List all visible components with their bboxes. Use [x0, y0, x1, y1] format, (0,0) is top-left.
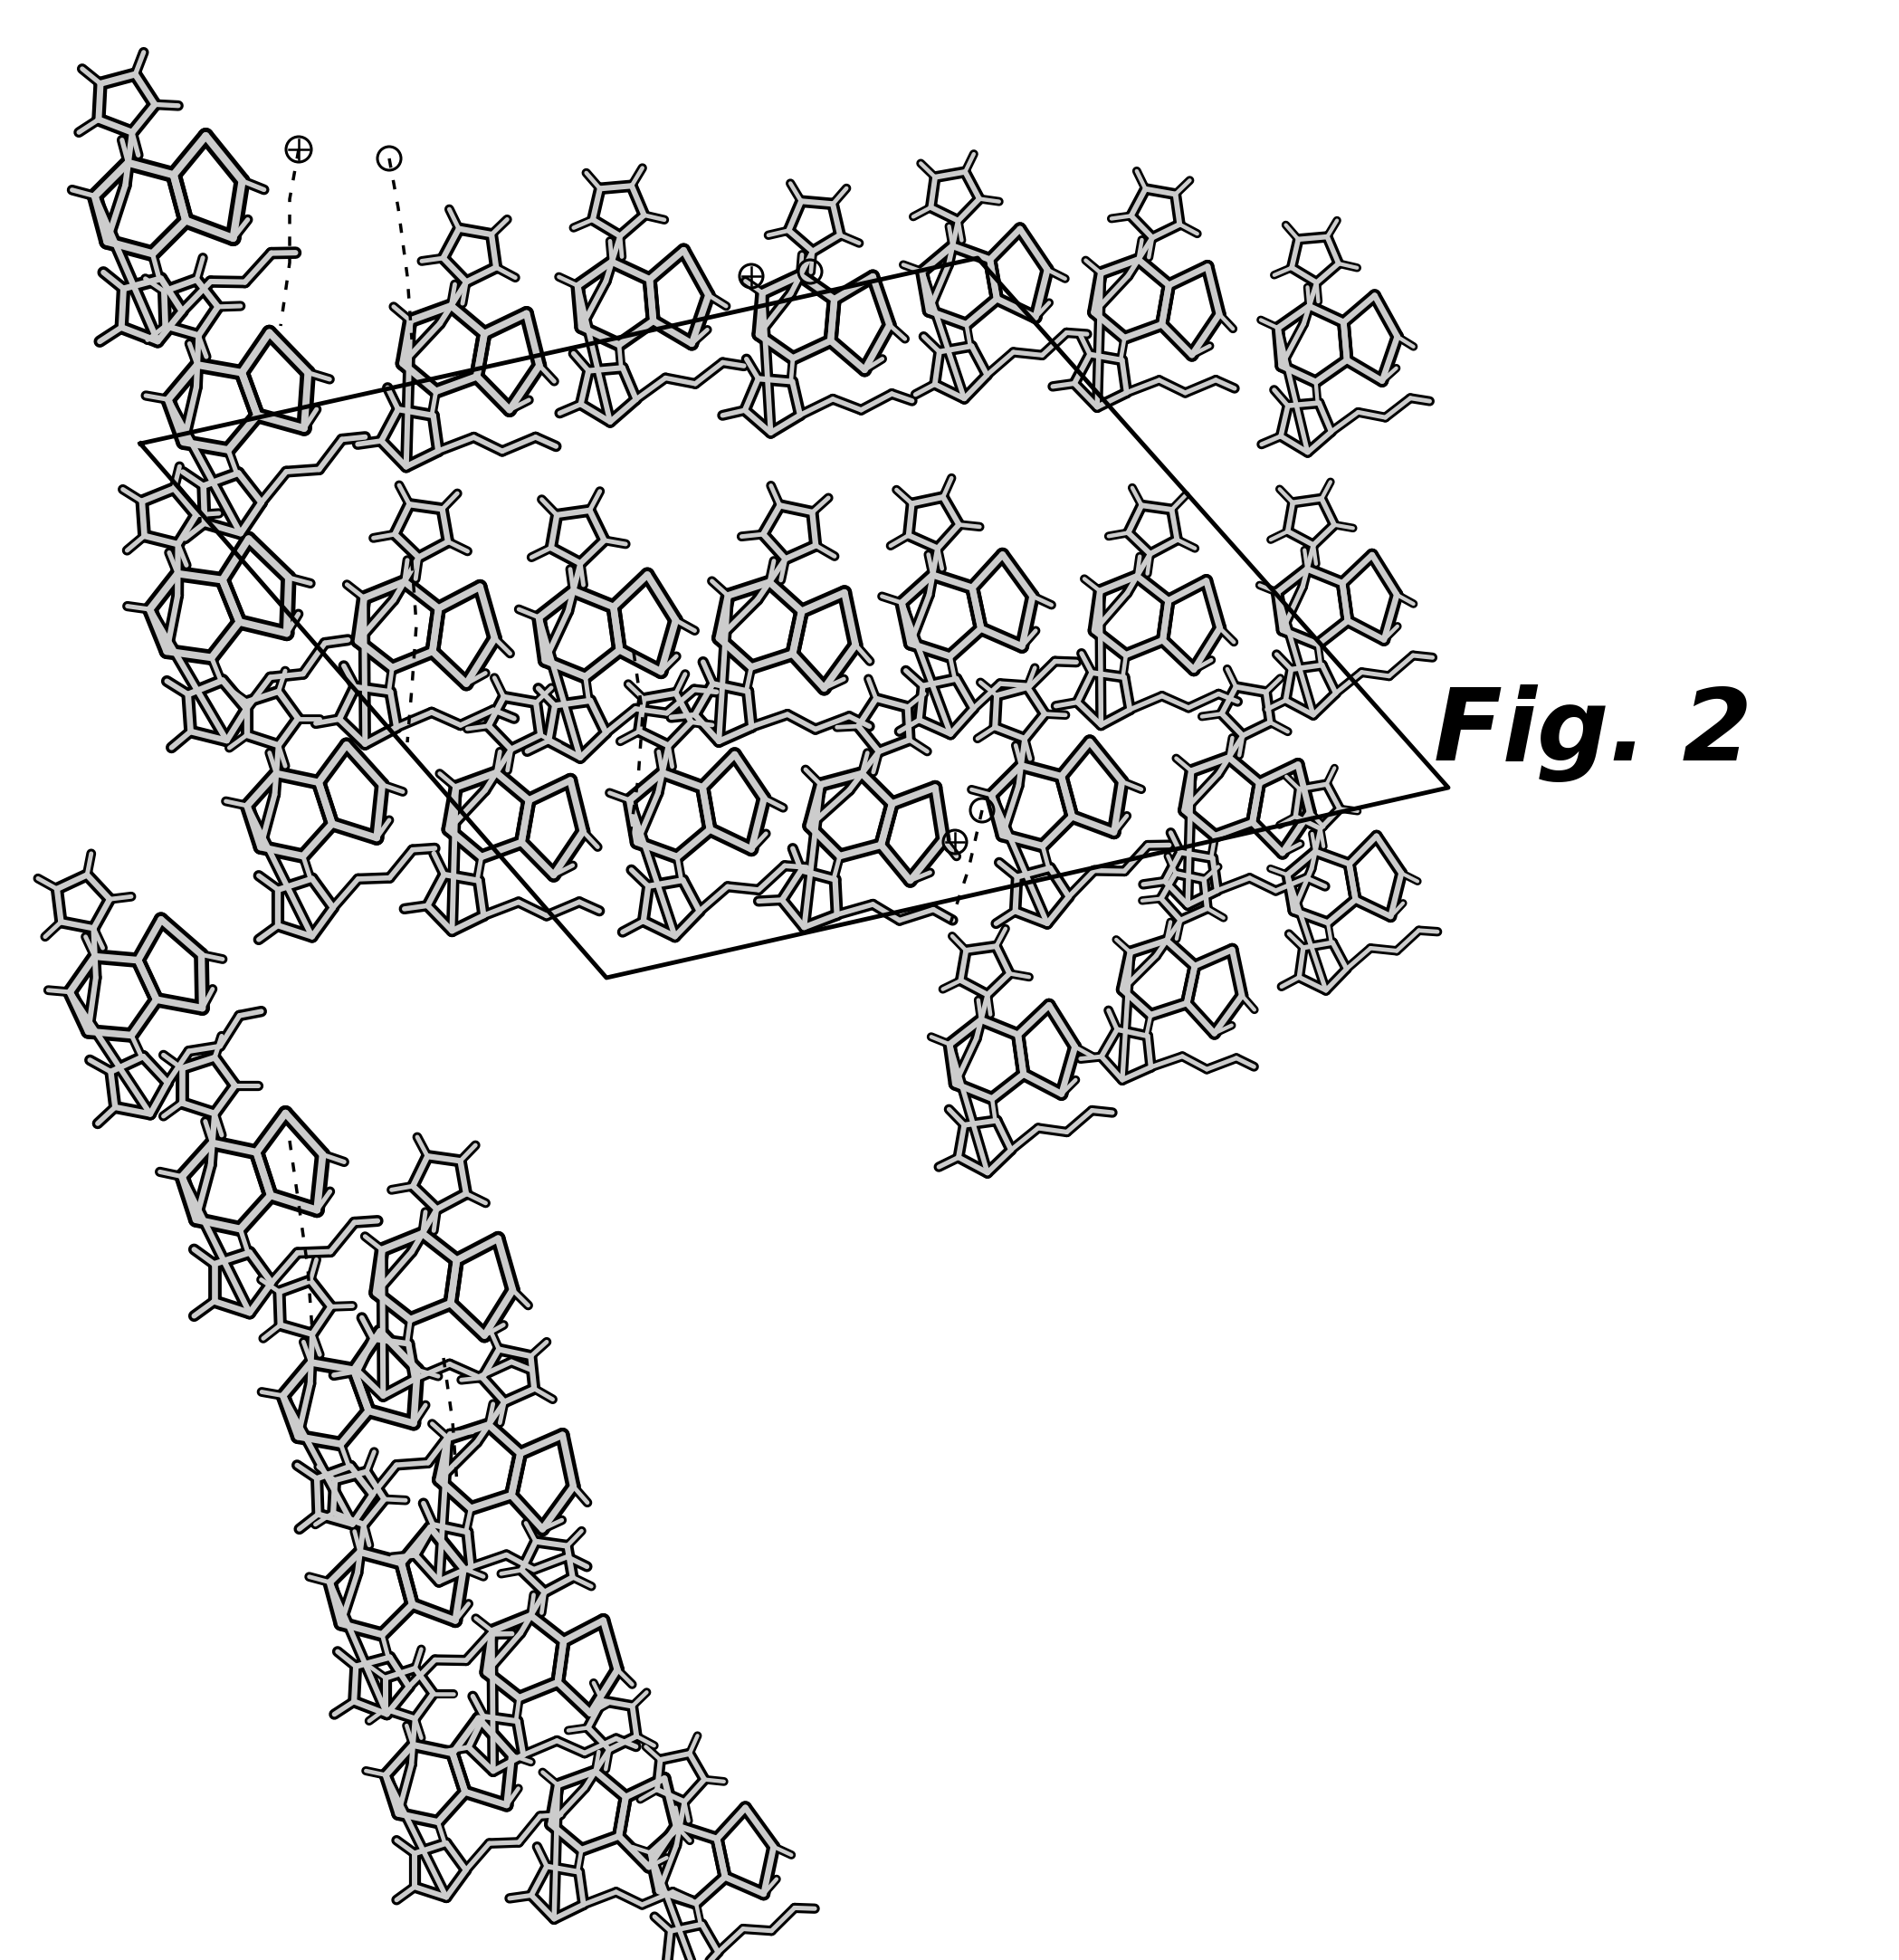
Text: Fig. 2: Fig. 2 [1434, 684, 1753, 782]
